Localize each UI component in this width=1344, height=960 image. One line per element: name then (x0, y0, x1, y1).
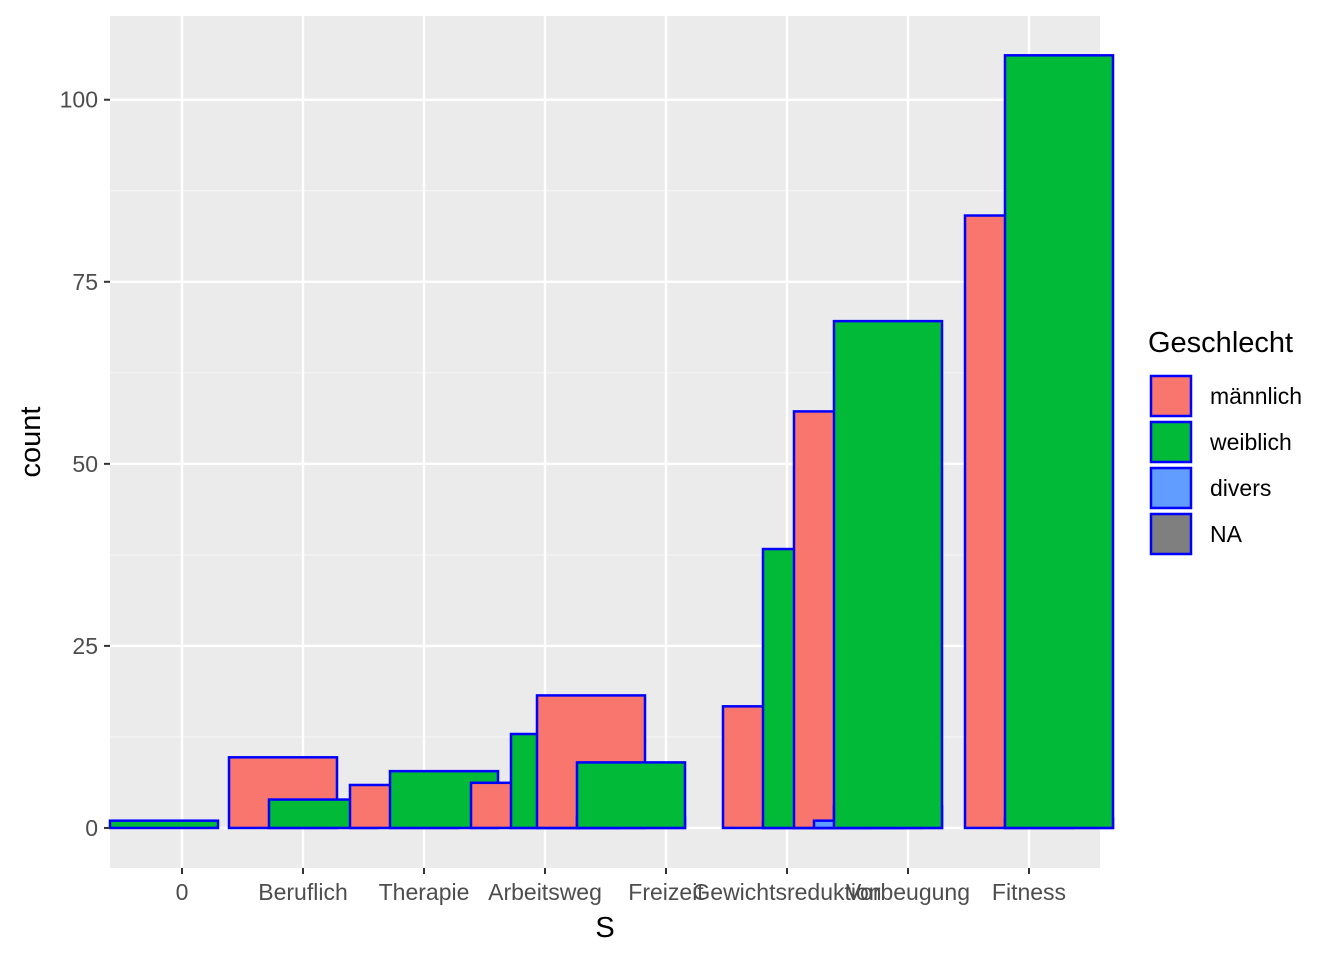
bars-layer (108, 54, 1115, 830)
bar-weiblich-Vorbeugung (832, 319, 944, 830)
x-tick-label: Arbeitsweg (488, 879, 602, 905)
legend-key-divers (1149, 466, 1193, 510)
y-tick-label: 75 (72, 269, 98, 295)
x-tick-label: Therapie (379, 879, 470, 905)
legend-title: Geschlecht (1148, 327, 1293, 359)
x-tick-label: Fitness (992, 879, 1066, 905)
y-axis-title: count (15, 407, 47, 478)
x-axis-title: S (595, 912, 614, 944)
bar-weiblich-Freizeit (575, 761, 687, 830)
x-axis: 0 Beruflich Therapie Arbeitsweg FreizeitGewi… (176, 868, 1066, 905)
legend-label-weiblich: weiblich (1209, 429, 1292, 455)
y-tick-label: 50 (72, 451, 98, 477)
major-gridlines (110, 16, 1100, 868)
x-tick-label: 0 (176, 879, 189, 905)
legend-key-weiblich (1149, 420, 1193, 464)
y-tick-label: 25 (72, 633, 98, 659)
x-tick-label: Vorbeugung (846, 879, 970, 905)
legend-key-NA (1149, 512, 1193, 556)
x-tick-label: Beruflich (258, 879, 347, 905)
legend-key-männlich (1149, 374, 1193, 418)
y-tick-label: 100 (60, 87, 98, 113)
legend-label-NA: NA (1210, 521, 1243, 547)
bar-weiblich-Fitness (1003, 54, 1115, 830)
y-axis: 0 25 50 75 100 (60, 87, 110, 841)
bar-weiblich-0 (108, 819, 220, 830)
legend: Geschlecht männlich weiblich divers NA (1148, 327, 1302, 556)
legend-label-divers: divers (1210, 475, 1271, 501)
y-tick-label: 0 (85, 815, 98, 841)
x-tick-label: Freizeit (628, 879, 704, 905)
legend-label-männlich: männlich (1210, 383, 1302, 409)
x-tick-label: Gewichtsreduktion (692, 879, 881, 905)
